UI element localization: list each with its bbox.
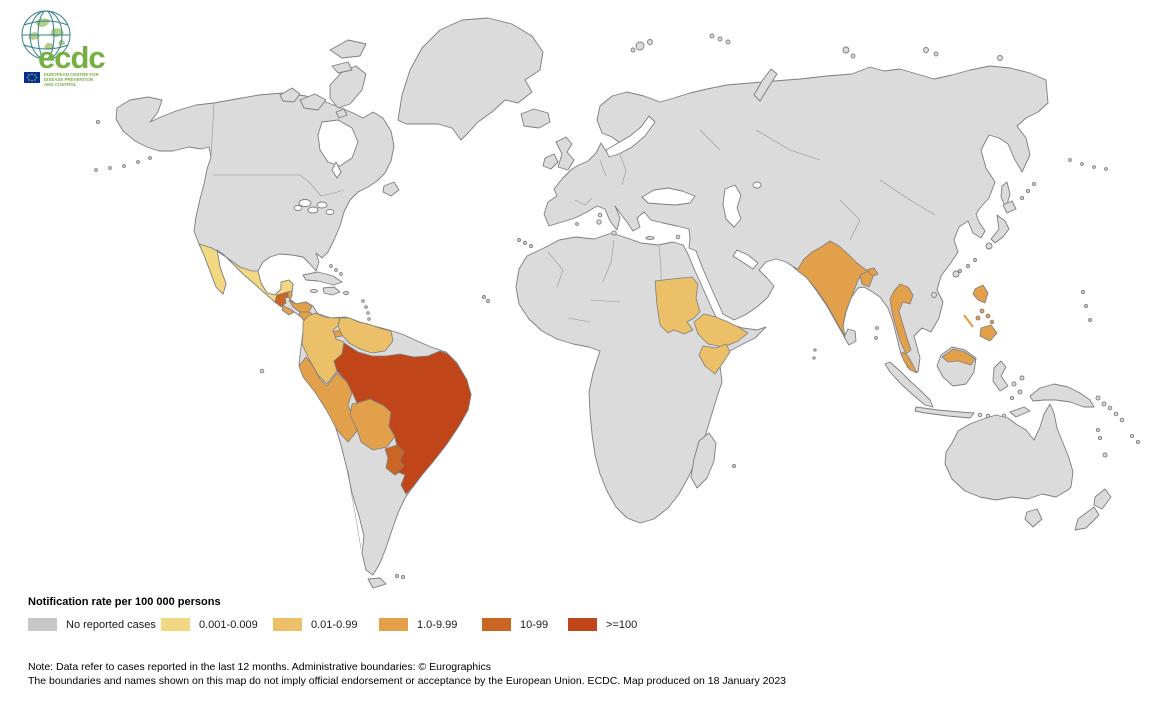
hudson-bay bbox=[317, 119, 359, 167]
legend-label: No reported cases bbox=[66, 618, 156, 631]
legend-label: 0.001-0.009 bbox=[199, 618, 258, 631]
island-madagascar bbox=[690, 432, 717, 489]
landmass-australia bbox=[944, 403, 1074, 501]
colored-countries bbox=[198, 240, 998, 495]
island-devon bbox=[331, 61, 353, 74]
country-honduras bbox=[288, 299, 313, 313]
island-ireland bbox=[542, 153, 559, 170]
landmass-layer bbox=[94, 17, 1141, 589]
note-line-1: Note: Data refer to cases reported in th… bbox=[28, 661, 491, 673]
legend-swatch-cat5 bbox=[568, 618, 597, 631]
country-venezuela bbox=[337, 317, 394, 354]
country-kenya bbox=[698, 343, 731, 375]
legend-swatch-cat4 bbox=[482, 618, 511, 631]
arctic-island-dots bbox=[630, 33, 1003, 61]
legend-item-cat2: 0.01-0.99 bbox=[273, 618, 357, 631]
logo-wordmark: ecdc bbox=[38, 40, 105, 75]
legend-item-cat5: >=100 bbox=[568, 618, 637, 631]
country-belize bbox=[287, 290, 293, 300]
island-sakhalin bbox=[1000, 181, 1011, 209]
island-newfoundland bbox=[382, 181, 400, 197]
island-new-guinea bbox=[1029, 383, 1095, 408]
legend-item-no-cases: No reported cases bbox=[28, 618, 156, 631]
island-sulawesi bbox=[992, 360, 1009, 392]
island-ellesmere bbox=[329, 39, 367, 59]
svg-text:AND CONTROL: AND CONTROL bbox=[44, 82, 77, 87]
legend-swatch-cat1 bbox=[161, 618, 190, 631]
kuril-ryukyu-dots bbox=[958, 181, 1037, 273]
border-lines bbox=[198, 103, 936, 550]
legend-label: >=100 bbox=[606, 618, 638, 631]
island-tierra-del-fuego bbox=[367, 577, 387, 589]
caspian-sea bbox=[722, 184, 742, 228]
island-southampton bbox=[335, 108, 348, 119]
legend-label: 10-99 bbox=[520, 618, 549, 631]
island-taiwan bbox=[952, 270, 960, 278]
island-kyushu bbox=[985, 242, 993, 250]
country-malaysia-peninsula bbox=[900, 351, 918, 374]
island-victoria bbox=[299, 93, 327, 111]
island-honshu bbox=[990, 214, 1010, 244]
country-malaysia-east bbox=[941, 348, 976, 366]
legend-label: 1.0-9.99 bbox=[417, 618, 458, 631]
legend-label: 0.01-0.99 bbox=[311, 618, 358, 631]
eu-flag bbox=[24, 72, 40, 83]
island-greenland bbox=[397, 17, 544, 141]
island-hispaniola bbox=[322, 286, 341, 296]
country-ethiopia bbox=[693, 313, 749, 348]
island-cuba bbox=[302, 271, 343, 286]
svg-text:DISEASE PREVENTION: DISEASE PREVENTION bbox=[44, 77, 93, 82]
map-notes: Note: Data refer to cases reported in th… bbox=[28, 661, 786, 688]
island-banks bbox=[279, 87, 301, 103]
island-baffin bbox=[329, 65, 367, 109]
persian-gulf bbox=[732, 249, 759, 270]
island-hokkaido bbox=[1002, 200, 1017, 214]
aral-sea bbox=[752, 181, 762, 189]
ecdc-logo: ecdc EUROPEAN CENTRE FOR DISEASE PREVENT… bbox=[21, 10, 106, 87]
landmass-eurasia bbox=[543, 65, 1049, 373]
legend-swatch-cat3 bbox=[379, 618, 408, 631]
island-hainan bbox=[931, 292, 937, 298]
legend-item-cat3: 1.0-9.99 bbox=[379, 618, 457, 631]
svg-text:EUROPEAN CENTRE FOR: EUROPEAN CENTRE FOR bbox=[44, 72, 99, 77]
legend-swatch-cat2 bbox=[273, 618, 302, 631]
island-sumatra bbox=[884, 361, 934, 408]
logo-globe bbox=[21, 10, 71, 60]
country-philippines bbox=[963, 284, 998, 342]
island-timor bbox=[1009, 406, 1031, 418]
legend-swatch-no-cases bbox=[28, 618, 57, 631]
island-sri-lanka bbox=[843, 328, 857, 346]
logo-org-text: EUROPEAN CENTRE FOR DISEASE PREVENTION A… bbox=[44, 72, 99, 87]
country-sudan bbox=[654, 276, 701, 335]
country-peru bbox=[298, 356, 358, 443]
country-bangladesh bbox=[859, 270, 874, 288]
country-el-salvador bbox=[281, 305, 295, 316]
island-nz-south bbox=[1074, 506, 1100, 531]
island-tasmania bbox=[1024, 508, 1043, 528]
island-jamaica bbox=[310, 288, 318, 294]
country-thailand bbox=[889, 283, 914, 355]
island-java bbox=[914, 406, 975, 419]
legend-item-cat1: 0.001-0.009 bbox=[161, 618, 258, 631]
black-sea bbox=[641, 187, 696, 206]
island-nz-north bbox=[1093, 488, 1112, 510]
baltic-sea bbox=[605, 115, 656, 158]
legend-item-cat4: 10-99 bbox=[482, 618, 548, 631]
country-brazil bbox=[333, 342, 472, 495]
great-lakes bbox=[293, 199, 335, 215]
note-line-2: The boundaries and names shown on this m… bbox=[28, 674, 787, 687]
island-great-britain bbox=[555, 136, 575, 171]
island-novaya-zemlya bbox=[753, 68, 778, 102]
island-puerto-rico bbox=[342, 291, 350, 295]
legend-title: Notification rate per 100 000 persons bbox=[28, 596, 221, 608]
sea-overlays bbox=[293, 115, 762, 270]
james-bay bbox=[331, 161, 342, 179]
island-iceland bbox=[520, 108, 551, 129]
